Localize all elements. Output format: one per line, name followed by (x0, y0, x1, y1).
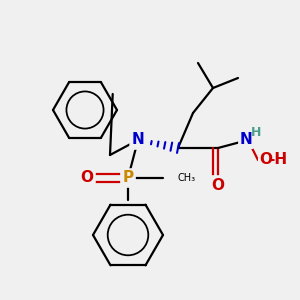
Text: N: N (240, 133, 252, 148)
Text: CH₃: CH₃ (177, 173, 195, 183)
Text: O: O (260, 152, 272, 167)
Text: -H: -H (268, 152, 288, 167)
Text: H: H (251, 127, 261, 140)
Text: O: O (80, 170, 94, 185)
Text: O: O (212, 178, 224, 193)
Text: P: P (122, 170, 134, 185)
Text: N: N (132, 133, 144, 148)
